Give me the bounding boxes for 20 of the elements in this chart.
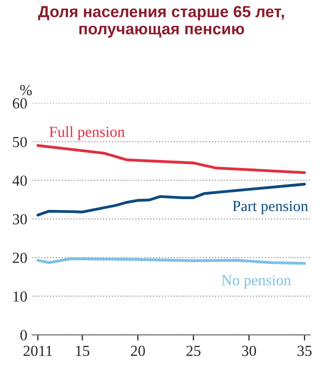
series-label: No pension (222, 275, 291, 288)
series-label: Full pension (49, 126, 125, 140)
x-tick-label: 20 (130, 346, 145, 356)
series-label: Part pension (232, 200, 308, 214)
x-tick-label: 2011 (24, 346, 52, 356)
x-tick-label: 15 (76, 346, 90, 356)
y-tick-label: 20 (12, 252, 27, 264)
x-tick-label: 25 (186, 346, 200, 356)
line-series (36, 182, 306, 216)
y-tick-label: 30 (12, 214, 27, 224)
line-series (36, 144, 306, 174)
y-tick-label: 10 (14, 291, 27, 302)
x-tick-label: 35 (298, 346, 312, 356)
x-tick-label: 30 (242, 346, 256, 356)
chart-title: Доля населения старше 65 лет, получающая пенсию (38, 6, 284, 38)
y-axis-title: % (20, 84, 32, 96)
y-tick-label: 40 (12, 175, 27, 186)
y-tick-label: 50 (13, 136, 27, 148)
y-tick-label: 60 (12, 98, 27, 108)
y-tick-label: 0 (20, 330, 27, 340)
